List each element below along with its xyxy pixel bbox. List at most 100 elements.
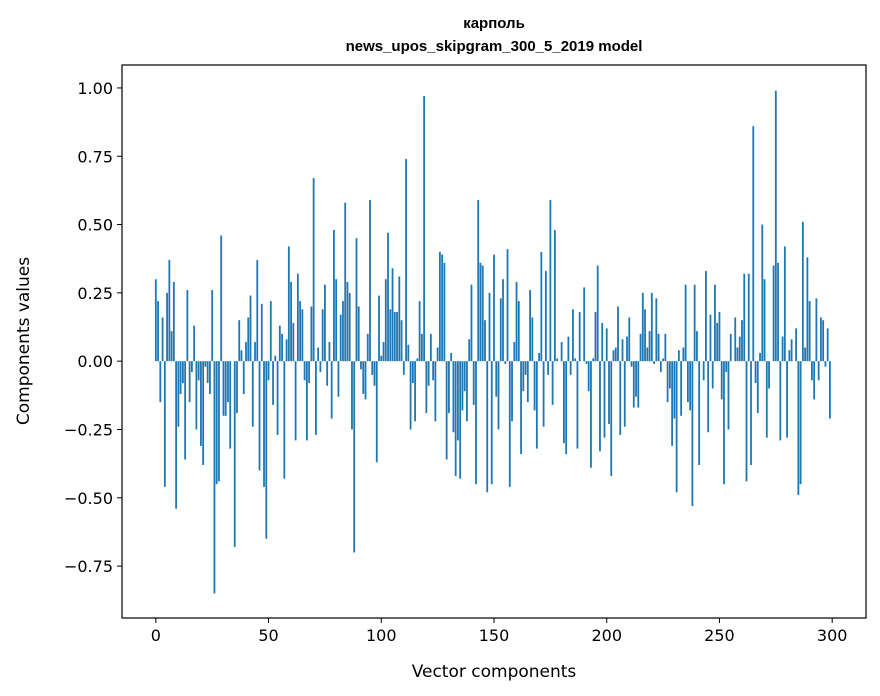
bar-component-17 (193, 325, 196, 362)
bar-component-291 (810, 361, 813, 381)
bar-component-15 (188, 361, 191, 403)
bar-component-103 (387, 232, 389, 362)
bar-component-204 (614, 347, 617, 362)
bar-component-145 (481, 265, 484, 362)
bar-component-191 (585, 361, 588, 364)
bar-component-115 (414, 361, 416, 422)
bar-component-14 (186, 290, 189, 362)
bar-component-120 (425, 361, 428, 414)
bar-component-202 (610, 361, 613, 476)
bar-component-73 (319, 361, 322, 373)
bar-component-97 (373, 361, 376, 386)
bar-component-5 (166, 292, 168, 362)
bar-component-56 (281, 333, 283, 362)
bar-component-62 (294, 361, 297, 441)
bar-component-280 (786, 361, 788, 438)
bar-component-294 (817, 361, 820, 381)
bar-component-68 (308, 361, 311, 384)
bar-component-237 (689, 361, 692, 411)
bar-component-284 (795, 328, 798, 362)
bar-component-39 (242, 361, 245, 394)
bar-component-128 (443, 262, 446, 362)
bar-component-143 (477, 199, 480, 362)
bar-component-164 (524, 361, 527, 375)
bar-component-52 (272, 361, 274, 405)
bar-component-236 (686, 361, 689, 403)
bar-component-10 (177, 361, 180, 427)
bar-component-125 (436, 347, 439, 362)
bar-component-275 (774, 90, 777, 362)
bar-component-26 (213, 361, 216, 594)
bar-component-257 (734, 317, 737, 362)
bar-component-274 (772, 265, 775, 362)
x-tick-label: 100 (366, 626, 397, 645)
bar-component-21 (202, 361, 205, 465)
bar-component-105 (391, 268, 394, 362)
bar-component-112 (407, 344, 410, 362)
bar-component-205 (617, 306, 619, 362)
bar-component-297 (824, 361, 827, 367)
bar-component-4 (163, 361, 166, 487)
bar-component-110 (402, 361, 405, 375)
bar-component-213 (635, 361, 637, 397)
x-tick-label: 200 (591, 626, 622, 645)
bar-component-287 (801, 221, 804, 362)
bar-component-7 (170, 331, 173, 362)
bar-component-148 (488, 292, 491, 362)
bar-component-271 (765, 361, 768, 438)
bar-component-131 (450, 352, 453, 362)
bar-component-219 (648, 331, 651, 362)
bar-component-161 (517, 301, 520, 362)
bar-component-33 (229, 361, 232, 449)
bar-component-152 (497, 361, 500, 430)
bar-component-266 (754, 361, 757, 384)
x-axis-ticks: 0 50 100 150 200 250 300 (151, 618, 847, 645)
bar-component-48 (263, 361, 265, 487)
bar-component-41 (247, 317, 250, 362)
bar-component-296 (822, 320, 825, 362)
bar-component-150 (493, 254, 495, 362)
bar-component-197 (599, 361, 601, 452)
bar-component-130 (448, 361, 450, 414)
bar-component-60 (290, 281, 292, 362)
bar-component-80 (335, 279, 338, 362)
bar-component-122 (429, 333, 432, 362)
y-tick-label: −0.50 (64, 489, 113, 508)
bar-component-137 (463, 361, 466, 392)
bar-component-147 (486, 361, 489, 493)
bar-component-70 (312, 178, 315, 362)
bar-component-139 (468, 339, 471, 362)
bar-component-174 (547, 361, 550, 375)
bar-component-263 (747, 273, 750, 362)
bar-component-156 (506, 249, 509, 362)
bar-component-24 (209, 361, 211, 394)
bar-component-119 (423, 96, 426, 362)
bar-component-193 (590, 361, 592, 468)
bar-component-91 (360, 361, 362, 370)
bar-component-53 (274, 355, 277, 362)
bar-component-151 (495, 361, 498, 397)
bar-component-44 (254, 342, 256, 362)
bar-component-100 (380, 355, 383, 362)
bar-component-177 (553, 230, 556, 362)
bar-component-270 (763, 279, 766, 362)
bar-component-140 (470, 284, 473, 362)
bar-component-35 (233, 361, 236, 547)
y-axis-label: Components values (14, 257, 34, 425)
bar-component-141 (472, 361, 475, 405)
bar-component-200 (605, 328, 608, 362)
bar-component-129 (445, 361, 448, 460)
bar-component-249 (716, 322, 719, 362)
bar-component-59 (287, 246, 290, 362)
bar-component-28 (218, 361, 220, 482)
chart-title-line1: карполь (463, 15, 525, 32)
bar-component-210 (628, 317, 631, 362)
bar-component-111 (405, 158, 407, 362)
bar-component-30 (222, 361, 225, 416)
bar-component-92 (362, 361, 365, 394)
x-tick-label: 150 (479, 626, 510, 645)
bar-component-267 (756, 361, 759, 414)
bar-component-259 (738, 336, 741, 362)
x-tick-label: 50 (258, 626, 278, 645)
bar-component-255 (729, 333, 732, 362)
